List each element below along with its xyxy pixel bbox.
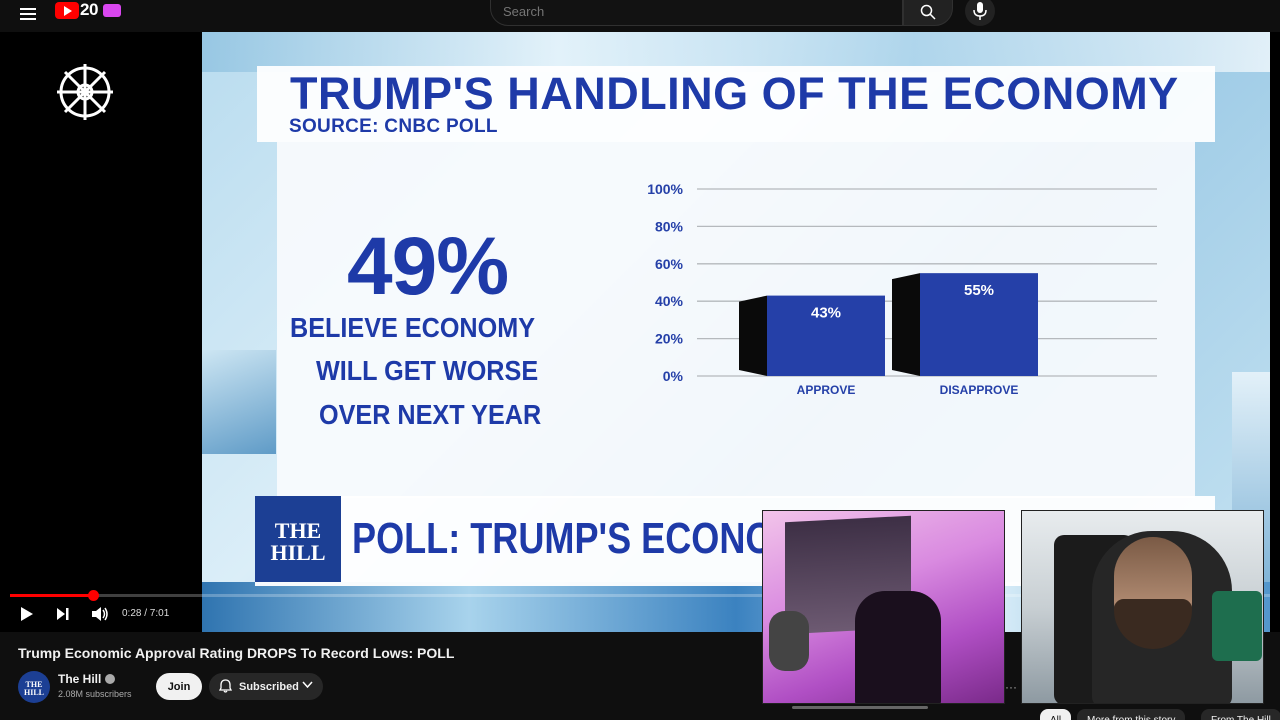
webcam-room-view [762,510,1005,704]
graphic-source: SOURCE: CNBC POLL [289,116,498,137]
approval-bar-chart: 0% 20% 40% 60% 80% 100% 43% APPROVE 55% DISAPPROV… [647,181,1157,397]
volume-icon[interactable] [91,606,109,622]
search-box[interactable] [490,0,903,26]
bell-icon [219,679,232,693]
graphic-title: TRUMP'S HANDLING OF THE ECONOMY [290,68,1179,119]
subscriber-count: 2.08M subscribers [58,689,132,699]
scroll-indicator [792,706,928,709]
chart-y-tick-label: 0% [663,368,684,384]
progress-scrubber[interactable] [88,590,100,601]
youtube-logo-icon[interactable] [55,2,79,19]
channel-name[interactable]: The Hill [58,672,102,686]
chart-y-tick-label: 40% [655,293,684,309]
more-options-icon[interactable]: ··· [1005,680,1017,694]
chart-bar-disapprove [920,273,1038,376]
menu-icon[interactable] [18,5,38,25]
graphic-content-panel [277,142,1195,498]
chart-bar-approve [767,295,885,376]
logo-anniversary-badge[interactable]: 20 [80,0,98,19]
verified-icon [105,674,115,684]
chart-data-label: 43% [811,305,841,322]
chart-category-label: APPROVE [797,383,856,397]
chevron-down-icon [302,681,313,689]
stat-line-2: WILL GET WORSE [316,355,539,386]
top-bar: 20 [0,0,1280,32]
graphic-title-panel: TRUMP'S HANDLING OF THE ECONOMY SOURCE: … [257,66,1215,142]
stat-line-3: OVER NEXT YEAR [319,399,542,430]
stat-value: 49% [347,221,509,312]
subscribed-button[interactable]: Subscribed [209,673,323,700]
chart-data-label: 55% [964,282,994,299]
channel-avatar[interactable]: THE HILL [18,671,50,703]
chip-from-the-hill[interactable]: From The Hill [1201,709,1280,720]
the-hill-logo: THE HILL [255,496,341,582]
stat-line-1: BELIEVE ECONOMY [290,312,536,343]
channel-watermark-icon [57,64,113,120]
play-icon[interactable] [20,606,34,622]
chart-category-label: DISAPPROVE [940,383,1019,397]
video-title: Trump Economic Approval Rating DROPS To … [18,645,455,661]
webcam-streamer-view [1021,510,1264,704]
chart-y-tick-label: 100% [647,181,683,197]
chart-bar-side [892,273,920,376]
search-icon [920,4,936,20]
chart-y-tick-label: 20% [655,331,684,347]
chart-bar-side [739,295,767,376]
progress-bar-played [10,594,94,597]
search-button[interactable] [903,0,953,26]
search-input[interactable] [503,4,883,19]
chart-y-tick-label: 60% [655,256,684,272]
join-button[interactable]: Join [156,673,202,700]
chip-all[interactable]: All [1040,709,1072,720]
time-display: 0:28 / 7:01 [122,608,170,619]
voice-search-button[interactable] [965,0,995,26]
gift-icon [103,4,121,17]
chip-more-from-story[interactable]: More from this story [1077,709,1186,720]
microphone-icon [973,2,987,20]
next-icon[interactable] [56,606,70,622]
progress-bar[interactable] [10,594,1270,597]
chart-y-tick-label: 80% [655,218,684,234]
lower-third-headline: POLL: TRUMP'S ECONOMIC [352,514,840,563]
